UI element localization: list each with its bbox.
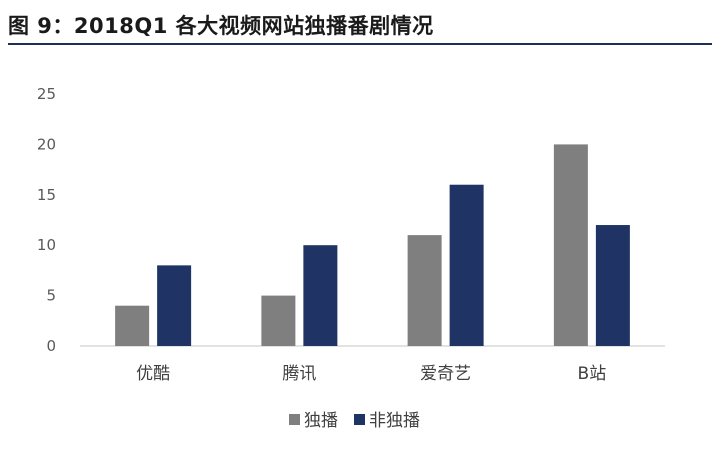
- x-category-label: B站: [578, 364, 607, 384]
- y-tick-label: 5: [46, 287, 56, 305]
- bar-exclusive: [407, 235, 442, 346]
- bar-exclusive: [261, 295, 296, 346]
- x-category-label: 腾讯: [282, 364, 316, 384]
- x-category-label: 优酷: [136, 364, 170, 384]
- x-category-label: 爱奇艺: [420, 364, 471, 384]
- legend-label: 独播: [304, 411, 338, 431]
- legend-label: 非独播: [369, 411, 420, 431]
- y-tick-label: 20: [37, 135, 56, 153]
- bar-exclusive: [115, 305, 150, 346]
- bar-non-exclusive: [449, 184, 484, 346]
- legend-swatch: [354, 414, 365, 425]
- legend-swatch: [289, 414, 300, 425]
- bars: [115, 144, 630, 346]
- bar-non-exclusive: [595, 225, 630, 346]
- title-underline: [8, 43, 712, 45]
- figure-header: 图 9：2018Q1 各大视频网站独播番剧情况: [0, 0, 720, 45]
- bar-exclusive: [553, 144, 588, 346]
- legend: 独播 非独播: [289, 411, 420, 431]
- y-axis: 0 5 10 15 20 25: [37, 85, 56, 355]
- y-tick-label: 10: [37, 236, 56, 254]
- x-axis-labels: 优酷 腾讯 爱奇艺 B站: [136, 364, 606, 384]
- bar-non-exclusive: [303, 245, 338, 346]
- figure-title: 图 9：2018Q1 各大视频网站独播番剧情况: [8, 14, 434, 38]
- y-tick-label: 0: [46, 337, 56, 355]
- y-tick-label: 25: [37, 85, 56, 103]
- y-tick-label: 15: [37, 186, 56, 204]
- bar-non-exclusive: [157, 265, 192, 346]
- bar-chart: 0 5 10 15 20 25 优酷 腾讯 爱奇艺 B站 独播 非独播: [37, 85, 665, 431]
